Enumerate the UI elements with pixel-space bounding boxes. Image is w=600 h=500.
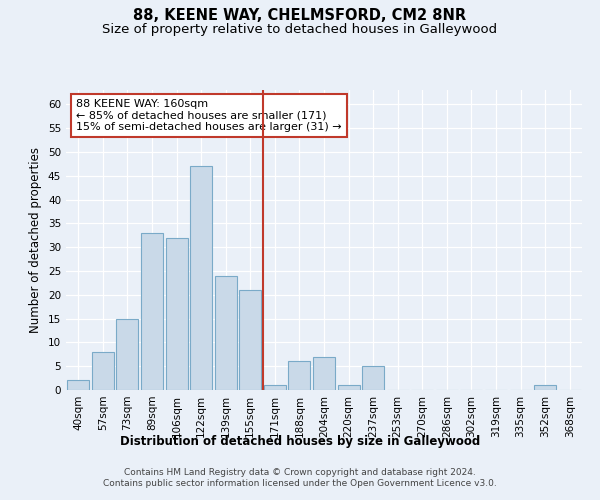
- Text: Distribution of detached houses by size in Galleywood: Distribution of detached houses by size …: [120, 435, 480, 448]
- Bar: [239, 290, 262, 390]
- Bar: [190, 166, 212, 390]
- Text: 88, KEENE WAY, CHELMSFORD, CM2 8NR: 88, KEENE WAY, CHELMSFORD, CM2 8NR: [133, 8, 467, 22]
- Bar: [289, 362, 310, 390]
- Bar: [362, 366, 384, 390]
- Bar: [534, 385, 556, 390]
- Bar: [166, 238, 188, 390]
- Text: Contains HM Land Registry data © Crown copyright and database right 2024.
Contai: Contains HM Land Registry data © Crown c…: [103, 468, 497, 487]
- Bar: [92, 352, 114, 390]
- Bar: [141, 233, 163, 390]
- Text: 88 KEENE WAY: 160sqm
← 85% of detached houses are smaller (171)
15% of semi-deta: 88 KEENE WAY: 160sqm ← 85% of detached h…: [76, 99, 342, 132]
- Bar: [338, 385, 359, 390]
- Bar: [313, 356, 335, 390]
- Bar: [215, 276, 237, 390]
- Y-axis label: Number of detached properties: Number of detached properties: [29, 147, 43, 333]
- Bar: [67, 380, 89, 390]
- Text: Size of property relative to detached houses in Galleywood: Size of property relative to detached ho…: [103, 22, 497, 36]
- Bar: [116, 318, 139, 390]
- Bar: [264, 385, 286, 390]
